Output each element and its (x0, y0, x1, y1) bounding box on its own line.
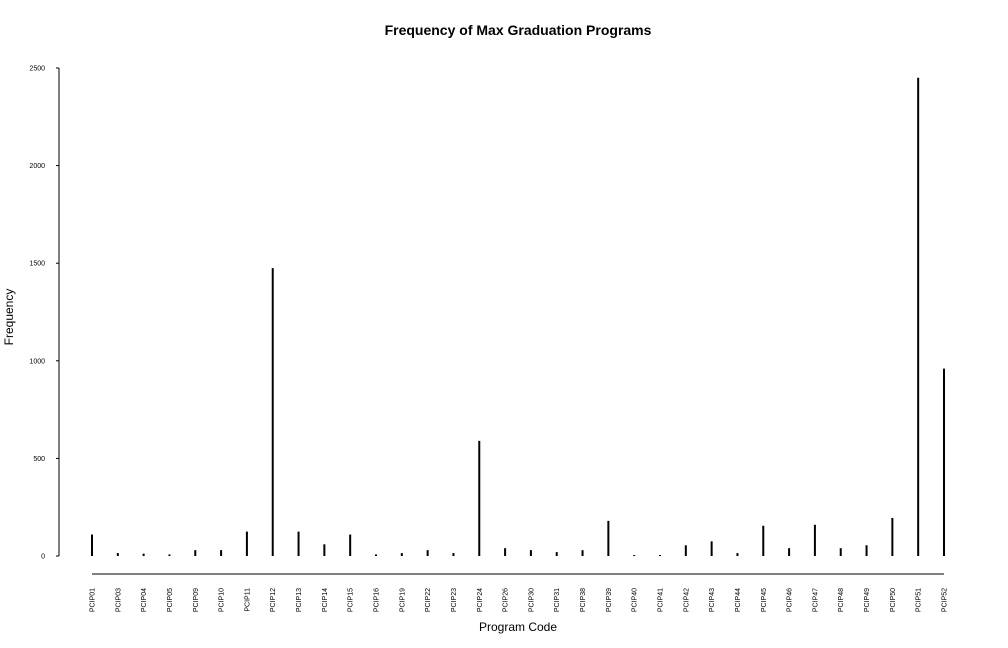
x-tick-label: PCIP14 (322, 588, 329, 612)
y-tick-label: 1500 (29, 261, 45, 268)
x-tick-label: PCIP51 (916, 588, 923, 612)
x-tick-label: PCIP16 (374, 588, 381, 612)
x-tick-label: PCIP52 (942, 588, 949, 612)
x-tick-label: PCIP05 (167, 588, 174, 612)
x-tick-label: PCIP11 (244, 588, 251, 612)
x-tick-label: PCIP30 (528, 588, 535, 612)
x-tick-label: PCIP50 (890, 588, 897, 612)
y-ticks: 0 500 1000 1500 2000 2500 (29, 66, 59, 561)
x-tick-labels: PCIP01 PCIP03 PCIP04 PCIP05 PCIP09 PCIP10 PCIP… (90, 588, 949, 612)
x-tick-label: PCIP49 (864, 588, 871, 612)
x-tick-label: PCIP13 (296, 588, 303, 612)
y-tick-label: 1000 (29, 358, 45, 365)
x-tick-label: PCIP40 (632, 588, 639, 612)
x-tick-label: PCIP01 (90, 588, 97, 612)
x-tick-label: PCIP09 (193, 588, 200, 612)
y-tick-label: 500 (33, 456, 45, 463)
chart-title: Frequency of Max Graduation Programs (385, 22, 652, 38)
x-tick-label: PCIP23 (451, 588, 458, 612)
x-tick-label: PCIP15 (348, 588, 355, 612)
x-tick-label: PCIP22 (425, 588, 432, 612)
x-tick-label: PCIP41 (658, 588, 665, 612)
x-tick-label: PCIP45 (761, 588, 768, 612)
x-tick-label: PCIP42 (683, 588, 690, 612)
y-axis-label: Frequency (2, 289, 16, 346)
bars (91, 77, 945, 556)
x-tick-label: PCIP10 (219, 588, 226, 612)
x-axis-label: Program Code (479, 620, 557, 634)
x-tick-label: PCIP38 (580, 588, 587, 612)
x-tick-label: PCIP31 (554, 588, 561, 612)
x-tick-label: PCIP46 (787, 588, 794, 612)
y-tick-label: 2500 (29, 66, 45, 73)
x-tick-label: PCIP24 (477, 588, 484, 612)
x-tick-label: PCIP03 (115, 588, 122, 612)
y-tick-label: 2000 (29, 163, 45, 170)
x-tick-label: PCIP26 (503, 588, 510, 612)
x-tick-label: PCIP19 (399, 588, 406, 612)
x-tick-label: PCIP48 (838, 588, 845, 612)
x-tick-label: PCIP12 (270, 588, 277, 612)
y-tick-label: 0 (41, 554, 45, 561)
x-tick-label: PCIP43 (709, 588, 716, 612)
x-tick-label: PCIP39 (606, 588, 613, 612)
x-tick-label: PCIP47 (812, 588, 819, 612)
x-tick-label: PCIP04 (141, 588, 148, 612)
x-tick-label: PCIP44 (735, 588, 742, 612)
